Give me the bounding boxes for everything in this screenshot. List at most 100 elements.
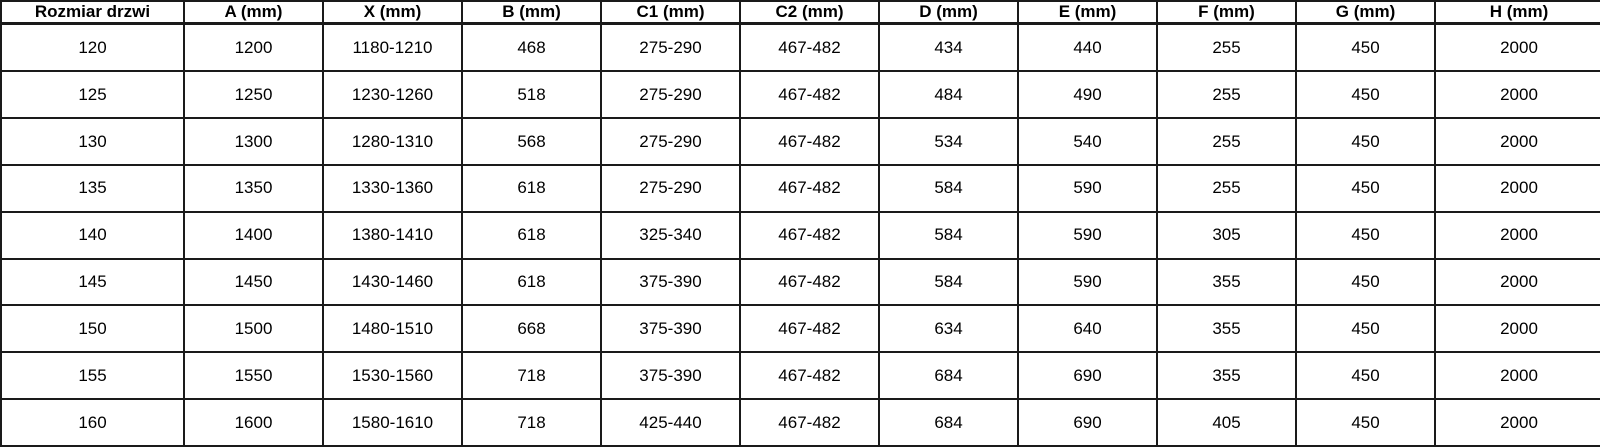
table-cell: 590: [1017, 164, 1158, 213]
table-cell: 425-440: [600, 398, 741, 447]
table-row: 135 1350 1330-1360 618 275-290 467-482 584 590 2…: [0, 164, 1600, 213]
column-header: X (mm): [322, 0, 463, 25]
table-cell: 305: [1156, 210, 1297, 260]
table-cell: 440: [1017, 22, 1158, 73]
table-cell: 1200: [183, 22, 324, 73]
table-cell: 467-482: [739, 210, 880, 260]
table-cell: 1280-1310: [322, 117, 463, 166]
table-cell: 140: [0, 210, 185, 260]
table-cell: 325-340: [600, 210, 741, 260]
table-cell: 375-390: [600, 257, 741, 307]
table-row: 120 1200 1180-1210 468 275-290 467-482 434 440 2…: [0, 22, 1600, 73]
table-cell: 450: [1295, 257, 1436, 307]
table-cell: 618: [461, 210, 602, 260]
table-cell: 467-482: [739, 398, 880, 447]
table-cell: 1330-1360: [322, 164, 463, 213]
table-cell: 518: [461, 70, 602, 120]
table-cell: 155: [0, 351, 185, 401]
table-cell: 450: [1295, 351, 1436, 401]
table-cell: 534: [878, 117, 1019, 166]
table-cell: 2000: [1434, 70, 1600, 120]
column-header: G (mm): [1295, 0, 1436, 25]
table-cell: 1300: [183, 117, 324, 166]
table-cell: 467-482: [739, 351, 880, 401]
table-cell: 1450: [183, 257, 324, 307]
column-header: H (mm): [1434, 0, 1600, 25]
table-cell: 1550: [183, 351, 324, 401]
table-cell: 1530-1560: [322, 351, 463, 401]
column-header: E (mm): [1017, 0, 1158, 25]
table-cell: 690: [1017, 351, 1158, 401]
table-row: 160 1600 1580-1610 718 425-440 467-482 684 690 4…: [0, 398, 1600, 447]
table-cell: 1230-1260: [322, 70, 463, 120]
table-cell: 584: [878, 164, 1019, 213]
table-cell: 275-290: [600, 70, 741, 120]
column-header: C1 (mm): [600, 0, 741, 25]
column-header: C2 (mm): [739, 0, 880, 25]
table-cell: 135: [0, 164, 185, 213]
table-cell: 355: [1156, 257, 1297, 307]
table-cell: 405: [1156, 398, 1297, 447]
table-row: 130 1300 1280-1310 568 275-290 467-482 534 540 2…: [0, 117, 1600, 166]
table-cell: 375-390: [600, 304, 741, 354]
table-cell: 2000: [1434, 22, 1600, 73]
table-cell: 590: [1017, 210, 1158, 260]
table-cell: 450: [1295, 22, 1436, 73]
table-cell: 255: [1156, 164, 1297, 213]
table-cell: 125: [0, 70, 185, 120]
table-cell: 255: [1156, 117, 1297, 166]
table-header-row: Rozmiar drzwi A (mm) X (mm) B (mm) C1 (mm) C2…: [0, 0, 1600, 25]
table-row: 125 1250 1230-1260 518 275-290 467-482 484 490 2…: [0, 70, 1600, 120]
table-cell: 1500: [183, 304, 324, 354]
table-cell: 275-290: [600, 22, 741, 73]
table-row: 155 1550 1530-1560 718 375-390 467-482 684 690 3…: [0, 351, 1600, 401]
table-cell: 584: [878, 210, 1019, 260]
table-cell: 355: [1156, 351, 1297, 401]
column-header: Rozmiar drzwi: [0, 0, 185, 25]
table-cell: 355: [1156, 304, 1297, 354]
table-cell: 2000: [1434, 117, 1600, 166]
table-cell: 467-482: [739, 257, 880, 307]
table-cell: 450: [1295, 304, 1436, 354]
table-cell: 690: [1017, 398, 1158, 447]
table-cell: 640: [1017, 304, 1158, 354]
table-cell: 1430-1460: [322, 257, 463, 307]
table-cell: 467-482: [739, 304, 880, 354]
table-cell: 1350: [183, 164, 324, 213]
table-cell: 1600: [183, 398, 324, 447]
table-cell: 540: [1017, 117, 1158, 166]
table-cell: 484: [878, 70, 1019, 120]
table-cell: 684: [878, 351, 1019, 401]
table-cell: 1480-1510: [322, 304, 463, 354]
table-cell: 718: [461, 398, 602, 447]
table-cell: 568: [461, 117, 602, 166]
table-cell: 450: [1295, 398, 1436, 447]
table-row: 150 1500 1480-1510 668 375-390 467-482 634 640 3…: [0, 304, 1600, 354]
table-cell: 668: [461, 304, 602, 354]
table-cell: 467-482: [739, 22, 880, 73]
table-cell: 590: [1017, 257, 1158, 307]
table-cell: 275-290: [600, 117, 741, 166]
table-cell: 1180-1210: [322, 22, 463, 73]
table-cell: 2000: [1434, 257, 1600, 307]
table-cell: 450: [1295, 210, 1436, 260]
table-cell: 255: [1156, 22, 1297, 73]
table-cell: 618: [461, 164, 602, 213]
table-cell: 130: [0, 117, 185, 166]
table-cell: 375-390: [600, 351, 741, 401]
table-cell: 634: [878, 304, 1019, 354]
table-cell: 2000: [1434, 398, 1600, 447]
table-cell: 1400: [183, 210, 324, 260]
table-cell: 718: [461, 351, 602, 401]
table-cell: 467-482: [739, 70, 880, 120]
table-cell: 467-482: [739, 164, 880, 213]
table-cell: 1380-1410: [322, 210, 463, 260]
table-cell: 1250: [183, 70, 324, 120]
table-cell: 150: [0, 304, 185, 354]
table-cell: 275-290: [600, 164, 741, 213]
column-header: B (mm): [461, 0, 602, 25]
table-cell: 450: [1295, 117, 1436, 166]
column-header: F (mm): [1156, 0, 1297, 25]
